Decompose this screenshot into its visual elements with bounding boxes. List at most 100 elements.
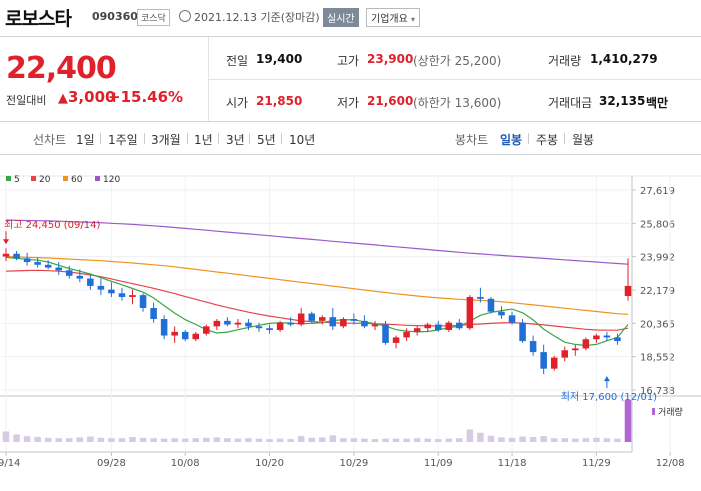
stat-value-prev: 19,400: [256, 52, 303, 66]
candle: [603, 335, 611, 338]
candle: [255, 326, 263, 329]
tab-1y[interactable]: 1년: [194, 133, 213, 147]
volume-bar: [139, 437, 147, 442]
candle: [624, 285, 632, 297]
stat-label-volume: 거래량: [548, 54, 582, 68]
candle: [529, 341, 537, 353]
candle: [297, 313, 305, 325]
stock-code: 090360: [92, 10, 138, 23]
volume-bar: [403, 438, 410, 442]
chevron-down-icon: ▾: [411, 15, 416, 24]
candle: [508, 315, 516, 323]
candle: [192, 333, 200, 340]
stat-label-open: 시가: [226, 96, 249, 110]
tab-1w[interactable]: 1주일: [108, 133, 138, 147]
low-annotation: 최저 17,600 (12/01): [561, 391, 657, 403]
volume-bar: [203, 437, 210, 442]
volume-bar: [108, 438, 115, 442]
realtime-button[interactable]: 실시간: [323, 8, 359, 27]
candle: [224, 320, 231, 325]
tab-5y[interactable]: 5년: [257, 133, 276, 147]
candle-chart-label: 봉차트: [455, 133, 489, 147]
volume-bar: [466, 429, 474, 442]
candle: [308, 313, 315, 321]
tab-10y[interactable]: 10년: [289, 133, 316, 147]
volume-bar: [129, 436, 136, 442]
candle: [466, 296, 474, 329]
candle: [171, 331, 178, 336]
price-summary: 22,400 전일대비 ▲3,000 +15.46% 전일 19,400 고가 …: [0, 37, 701, 122]
volume-bar: [424, 438, 431, 442]
change-label: 전일대비: [6, 94, 47, 107]
legend-label: 120: [103, 175, 120, 185]
stock-chart: 16,738 18,552 20,365 22,179 23,992 25,806 27,6…: [0, 166, 701, 487]
volume-bar: [434, 439, 442, 442]
candle: [572, 348, 579, 351]
corp-info-dropdown[interactable]: 기업개요 ▾: [366, 8, 421, 27]
high-arrow-icon: [3, 239, 9, 245]
stock-header: 로보스타 090360 코스닥 2021.12.13 기준(장마감) 실시간 기…: [0, 0, 701, 37]
candle: [213, 320, 221, 327]
candle: [371, 324, 379, 327]
legend-label: 60: [71, 175, 83, 185]
candle: [276, 322, 284, 331]
tab-3m[interactable]: 3개월: [151, 133, 181, 147]
volume-bar: [224, 438, 231, 442]
candle: [129, 295, 136, 297]
volume-bar: [287, 439, 294, 442]
volume-bar: [55, 438, 62, 442]
x-tick-label: 11/09: [424, 458, 453, 469]
tab-weekly[interactable]: 주봉: [536, 133, 559, 147]
candle: [361, 320, 368, 327]
low-arrow-icon: [603, 376, 610, 382]
stat-label-amount: 거래대금: [548, 96, 593, 110]
candle: [614, 337, 621, 342]
chart-tabs: 선차트 1일 1주일 3개월 1년 3년 5년 10년 봉차트 일봉 주봉 월봉: [0, 121, 701, 155]
y-tick-label: 18,552: [640, 353, 675, 364]
x-tick-label: 11/29: [582, 458, 611, 469]
candle: [540, 352, 547, 369]
y-tick-label: 20,365: [640, 319, 675, 330]
stat-label-high: 고가: [337, 54, 360, 68]
tab-divider: [528, 133, 529, 144]
tab-3y[interactable]: 3년: [226, 133, 245, 147]
candle: [118, 293, 126, 297]
candle: [392, 337, 400, 343]
stat-sub-low: (하한가 13,600): [413, 96, 502, 110]
volume-bar: [392, 438, 400, 442]
legend-swatch: [31, 176, 36, 181]
divider: [208, 79, 701, 80]
volume-bar: [308, 437, 315, 442]
change-value: ▲3,000: [58, 88, 115, 106]
tab-monthly[interactable]: 월봉: [572, 133, 595, 147]
candle: [13, 253, 20, 259]
volume-bar: [192, 438, 200, 442]
ma60-line: [5, 255, 629, 315]
volume-bar: [382, 438, 389, 442]
x-tick-label: 09/14: [0, 458, 20, 469]
candle: [139, 295, 147, 308]
candle: [44, 264, 52, 268]
volume-bar: [118, 438, 126, 442]
candle: [413, 328, 421, 332]
volume-bar: [213, 437, 221, 442]
volume-bar: [487, 435, 495, 442]
x-tick-label: 09/28: [97, 458, 126, 469]
volume-bar: [245, 438, 252, 442]
candle: [76, 275, 84, 279]
candle: [593, 335, 600, 340]
y-tick-label: 22,179: [640, 286, 675, 297]
volume-bar: [319, 437, 326, 442]
volume-bar: [2, 431, 10, 442]
volume-bar: [160, 438, 168, 442]
tab-daily[interactable]: 일봉: [500, 133, 523, 147]
candle: [97, 285, 105, 290]
candle: [2, 253, 10, 257]
candle: [23, 258, 31, 263]
volume-bar: [624, 400, 632, 442]
y-tick-label: 27,619: [640, 186, 675, 197]
tab-divider: [564, 133, 565, 144]
volume-bar: [76, 437, 84, 442]
volume-bar: [614, 438, 621, 442]
tab-1d[interactable]: 1일: [76, 133, 95, 147]
